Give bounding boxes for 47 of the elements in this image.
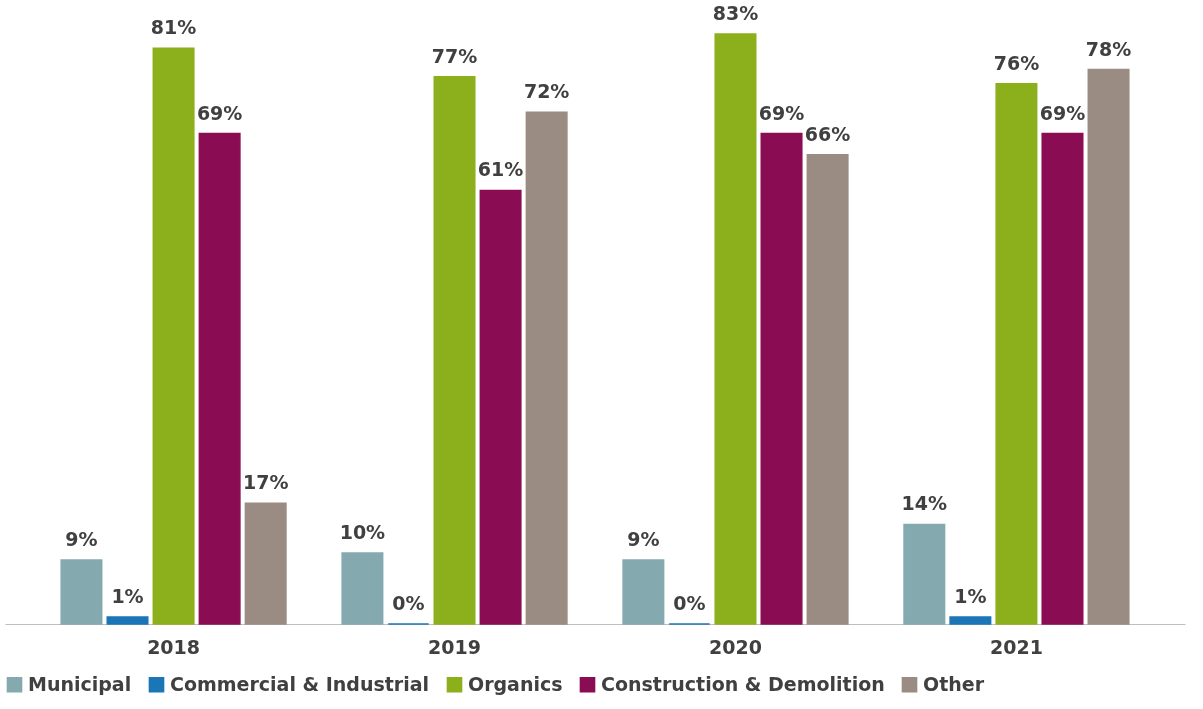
bar [244, 502, 287, 625]
data-label: 17% [242, 471, 289, 494]
data-label: 69% [1039, 101, 1086, 124]
bar [949, 616, 992, 625]
bar [479, 189, 522, 625]
data-label: 83% [712, 2, 759, 24]
data-label: 14% [901, 492, 948, 515]
bar [806, 154, 849, 625]
bar [60, 559, 103, 625]
data-label: 9% [65, 528, 98, 551]
x-tick-label: 2018 [147, 635, 201, 658]
data-label: 0% [392, 592, 425, 614]
bar [903, 523, 946, 625]
data-label: 77% [431, 44, 478, 67]
legend-label: Commercial & Industrial [170, 672, 430, 695]
bar [106, 616, 149, 625]
bar [622, 559, 665, 625]
data-label: 1% [111, 584, 144, 607]
data-label: 0% [673, 592, 706, 614]
bar [433, 75, 476, 625]
data-label: 1% [954, 584, 987, 607]
data-label: 78% [1085, 37, 1132, 60]
x-tick-label: 2021 [989, 635, 1043, 658]
data-label: 9% [627, 528, 660, 551]
bar [1041, 132, 1084, 625]
legend-label: Construction & Demolition [601, 672, 885, 695]
legend-label: Municipal [28, 672, 132, 695]
bar [760, 132, 803, 625]
bar [525, 111, 568, 625]
bar [198, 132, 241, 625]
bar [995, 83, 1038, 625]
x-tick-label: 2020 [709, 635, 762, 658]
legend-label: Organics [468, 672, 563, 695]
x-tick-label: 2019 [428, 635, 481, 658]
data-label: 76% [993, 51, 1040, 74]
data-label: 69% [196, 101, 243, 124]
data-label: 61% [477, 158, 524, 181]
data-label: 72% [523, 80, 570, 103]
data-label: 66% [804, 122, 851, 145]
data-label: 69% [758, 101, 805, 124]
legend-label: Other [923, 672, 985, 695]
data-label: 81% [150, 16, 197, 39]
bar [341, 552, 384, 625]
bar [714, 33, 757, 625]
data-label: 10% [339, 520, 386, 543]
bar [1087, 68, 1130, 625]
bar [152, 47, 195, 625]
